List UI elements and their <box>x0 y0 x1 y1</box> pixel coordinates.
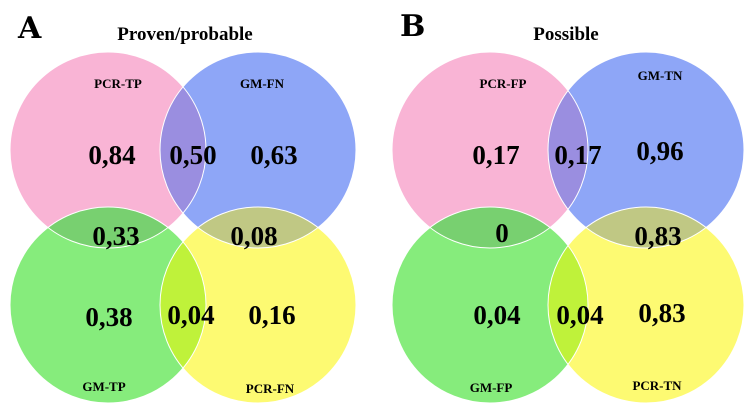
panel-b-set-top-left: PCR-FP <box>480 76 527 91</box>
panel-b-circle-bottom-left <box>392 207 588 403</box>
panel-a-set-bottom-right: PCR-FN <box>246 381 295 396</box>
panel-b-value-top-left: 0,17 <box>472 140 519 170</box>
panel-a-value-left-overlap: 0,33 <box>92 221 139 251</box>
panel-b-value-right-overlap: 0,83 <box>634 221 681 251</box>
panel-a-value-bottom-left: 0,38 <box>85 302 132 332</box>
panel-b-circle-bottom-right <box>548 207 744 403</box>
panel-a-set-top-right: GM-FN <box>240 76 285 91</box>
panel-a-value-bottom-overlap: 0,04 <box>167 300 214 330</box>
panel-b-title: Possible <box>533 24 598 45</box>
panel-b-value-bottom-left: 0,04 <box>473 300 520 330</box>
panel-a-circle-top-left <box>10 52 206 248</box>
panel-a-value-right-overlap: 0,08 <box>230 221 277 251</box>
panel-a-circle-bottom-right <box>160 207 356 403</box>
panel-b-letter: B <box>400 9 425 44</box>
panel-b-circle-top-right <box>548 52 744 248</box>
panel-a-letter: A <box>17 11 42 46</box>
panel-a-value-top-left: 0,84 <box>88 140 135 170</box>
panel-b-value-left-overlap: 0 <box>495 218 509 248</box>
panel-b-set-bottom-left: GM-FP <box>470 380 513 395</box>
panel-b-value-bottom-overlap: 0,04 <box>556 300 603 330</box>
panel-a-set-bottom-left: GM-TP <box>82 379 125 394</box>
panel-b-set-top-right: GM-TN <box>638 68 683 83</box>
panel-b-value-top-overlap: 0,17 <box>554 140 601 170</box>
panel-a-circle-top-right <box>160 52 356 248</box>
panel-a: A Proven/probable PCR-TP GM-FN GM-TP PCR… <box>9 11 357 404</box>
panel-a-circle-bottom-left <box>10 207 206 403</box>
panel-b: B Possible PCR-FP GM-TN GM-FP PCR-TN 0,1… <box>391 9 745 404</box>
panel-a-value-top-overlap: 0,50 <box>169 140 216 170</box>
panel-a-set-top-left: PCR-TP <box>94 76 142 91</box>
panel-a-value-bottom-right: 0,16 <box>248 300 295 330</box>
panel-a-value-top-right: 0,63 <box>250 140 297 170</box>
panel-a-title: Proven/probable <box>117 24 252 45</box>
panel-b-value-bottom-right: 0,83 <box>638 298 685 328</box>
panel-b-set-bottom-right: PCR-TN <box>632 378 682 393</box>
panel-b-value-top-right: 0,96 <box>636 136 683 166</box>
panel-b-circle-top-left <box>392 52 588 248</box>
